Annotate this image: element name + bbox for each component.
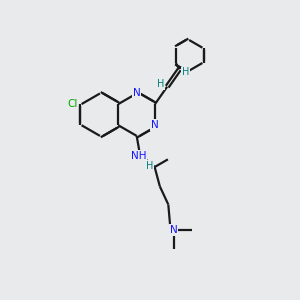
Text: Cl: Cl	[67, 99, 77, 109]
Text: H: H	[146, 160, 153, 170]
Text: N: N	[170, 225, 177, 235]
Text: N: N	[133, 88, 140, 98]
Text: N: N	[151, 120, 159, 130]
Text: NH: NH	[131, 151, 146, 161]
Text: H: H	[157, 79, 164, 89]
Text: H: H	[182, 67, 190, 77]
